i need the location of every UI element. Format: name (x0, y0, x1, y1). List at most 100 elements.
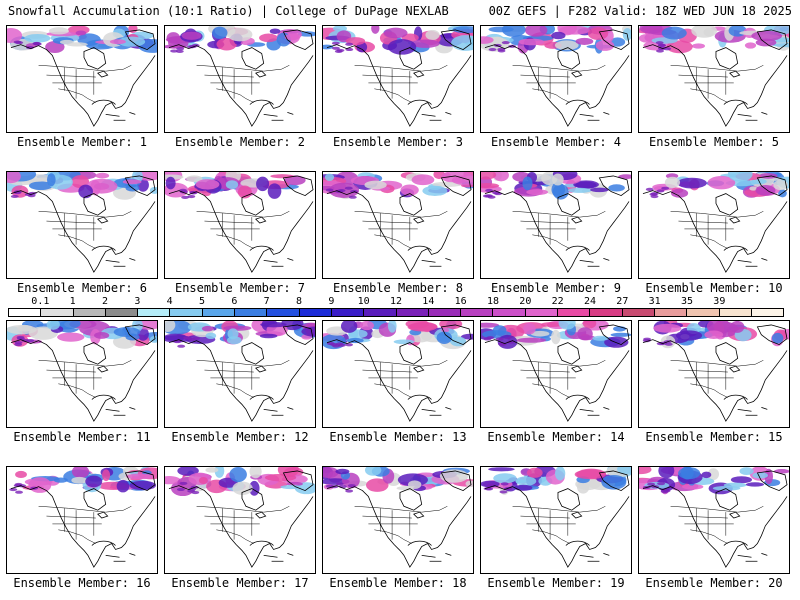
ensemble-member-map (480, 320, 632, 428)
ensemble-member-map (322, 466, 474, 574)
ensemble-member-map (164, 171, 316, 279)
colorbar-tick-label: 9 (328, 296, 335, 307)
north-america-map (165, 321, 315, 422)
colorbar-swatch (267, 309, 300, 316)
ensemble-member-map (638, 466, 790, 574)
ensemble-member-map (164, 25, 316, 133)
north-america-map (165, 467, 315, 568)
colorbar-tick-label: 20 (519, 296, 532, 307)
ensemble-member-map (6, 171, 158, 279)
ensemble-member-map (6, 25, 158, 133)
north-america-map (323, 26, 473, 127)
colorbar-swatch (202, 309, 236, 316)
ensemble-member-map (322, 171, 474, 279)
colorbar-swatch (331, 309, 365, 316)
ensemble-member-map (164, 466, 316, 574)
snowfall-fill (639, 26, 789, 54)
ensemble-member-label: Ensemble Member: 17 (171, 576, 309, 590)
colorbar-tick-label: 22 (551, 296, 564, 307)
north-america-map (481, 26, 631, 127)
ensemble-member-map (638, 25, 790, 133)
colorbar-tick-label: 4 (166, 296, 173, 307)
colorbar-tick-label: 39 (713, 296, 726, 307)
snowfall-fill (7, 26, 157, 53)
north-america-map (323, 467, 473, 568)
colorbar-tick-label: 7 (263, 296, 270, 307)
north-america-map (642, 172, 789, 273)
ensemble-member-label: Ensemble Member: 19 (487, 576, 625, 590)
ensemble-member-map (164, 320, 316, 428)
ensemble-member-label: Ensemble Member: 14 (487, 430, 625, 444)
snowfall-fill (645, 172, 789, 199)
valid-time-label: 00Z GEFS | F282 Valid: 18Z WED JUN 18 20… (488, 4, 792, 18)
ensemble-member-label: Ensemble Member: 9 (490, 281, 622, 295)
colorbar-tick-label: 10 (357, 296, 370, 307)
colorbar-swatch (687, 309, 720, 316)
colorbar-swatch (235, 309, 268, 316)
north-america-map (165, 172, 314, 273)
colorbar-tick-label: 24 (583, 296, 597, 307)
north-america-map (481, 467, 631, 568)
snowfall-fill (323, 172, 473, 200)
colorbar-tick-label: 12 (389, 296, 403, 307)
ensemble-member-label: Ensemble Member: 1 (16, 135, 148, 149)
colorbar-tick-label: 2 (101, 296, 109, 307)
ensemble-member-map (480, 466, 632, 574)
colorbar-swatch (493, 309, 526, 316)
colorbar-swatch (654, 309, 688, 316)
ensemble-member-label: Ensemble Member: 16 (13, 576, 151, 590)
colorbar-swatch (751, 309, 784, 316)
snowfall-fill (639, 467, 789, 495)
ensemble-member-label: Ensemble Member: 3 (332, 135, 464, 149)
map-title: Snowfall Accumulation (10:1 Ratio) | Col… (8, 4, 449, 18)
north-america-map (481, 172, 631, 273)
snowfall-fill (7, 321, 157, 349)
north-america-map (323, 321, 473, 422)
north-america-map (7, 172, 157, 273)
snowfall-fill (7, 172, 157, 200)
ensemble-member-label: Ensemble Member: 12 (171, 430, 309, 444)
ensemble-member-map (480, 171, 632, 279)
ensemble-member-label: Ensemble Member: 20 (645, 576, 783, 590)
colorbar-swatch (590, 309, 623, 316)
snowfall-fill (323, 467, 473, 493)
colorbar-tick-label: 16 (454, 296, 467, 307)
ensemble-member-label: Ensemble Member: 7 (174, 281, 306, 295)
ensemble-member-map (322, 320, 474, 428)
snowfall-fill (481, 321, 631, 349)
ensemble-member-label: Ensemble Member: 15 (645, 430, 783, 444)
snowfall-fill (481, 467, 631, 495)
ensemble-member-label: Ensemble Member: 13 (329, 430, 467, 444)
colorbar-tick-label: 8 (295, 296, 303, 307)
colorbar-swatch (525, 309, 559, 316)
ensemble-member-map (6, 466, 158, 574)
snowfall-fill (165, 467, 315, 497)
ensemble-member-map (480, 25, 632, 133)
north-america-map (165, 26, 315, 127)
north-america-map (7, 26, 157, 127)
ensemble-member-label: Ensemble Member: 4 (490, 135, 622, 149)
snowfall-colorbar (8, 308, 784, 317)
colorbar-tick-label: 3 (134, 296, 141, 307)
north-america-map (639, 467, 789, 568)
snowfall-fill (323, 321, 473, 350)
colorbar-swatch (9, 309, 42, 316)
north-america-map (481, 321, 631, 422)
ensemble-member-label: Ensemble Member: 11 (13, 430, 151, 444)
colorbar-tick-label: 6 (231, 296, 238, 307)
ensemble-member-map (638, 320, 790, 428)
colorbar-swatch (622, 309, 655, 316)
snowfall-fill (642, 321, 789, 349)
snowfall-fill (9, 467, 157, 494)
colorbar-tick-label: 1 (69, 296, 76, 307)
colorbar-tick-label: 5 (198, 296, 206, 307)
colorbar-tick-label: 27 (616, 296, 629, 307)
snowfall-fill (165, 321, 315, 348)
colorbar-swatch (558, 309, 591, 316)
colorbar-swatch (364, 309, 397, 316)
ensemble-member-label: Ensemble Member: 8 (332, 281, 464, 295)
ensemble-member-label: Ensemble Member: 6 (16, 281, 148, 295)
snowfall-fill (323, 26, 473, 55)
colorbar-swatch (73, 309, 106, 316)
north-america-map (639, 26, 789, 127)
